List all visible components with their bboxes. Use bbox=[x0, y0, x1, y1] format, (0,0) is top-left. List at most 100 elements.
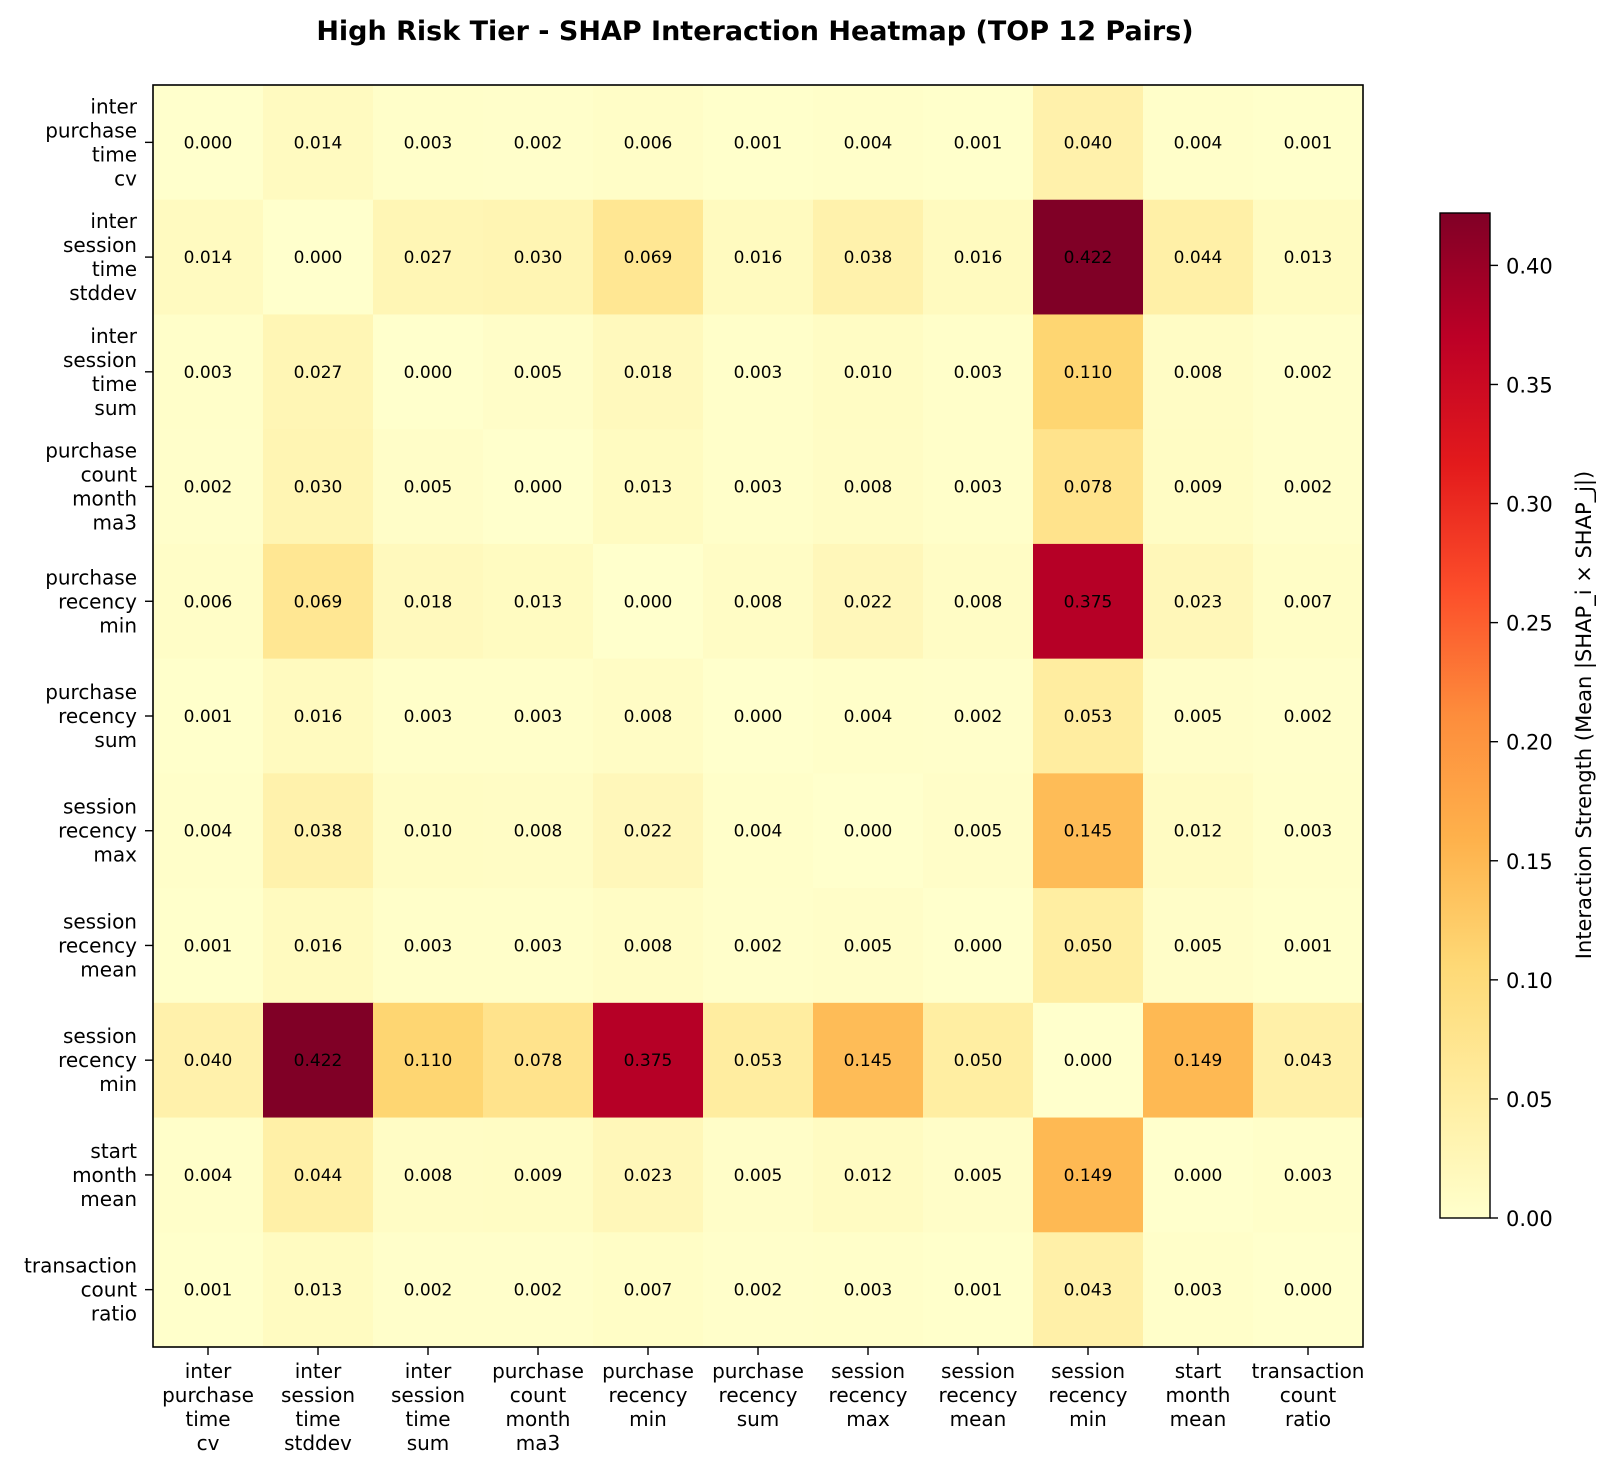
cell-value-label: 0.149 bbox=[1174, 1051, 1223, 1071]
heatmap-cell bbox=[483, 314, 594, 430]
cell-value-label: 0.013 bbox=[624, 478, 673, 498]
heatmap-cell bbox=[1253, 1232, 1364, 1348]
x-tick-label: purchase recency min bbox=[602, 1359, 694, 1431]
cell-value-label: 0.023 bbox=[624, 1166, 673, 1186]
heatmap-cell bbox=[1253, 773, 1364, 889]
heatmap-cell bbox=[373, 658, 484, 774]
cell-value-label: 0.002 bbox=[404, 1281, 453, 1301]
heatmap-cell bbox=[813, 773, 924, 889]
colorbar-tick-label: 0.05 bbox=[1506, 1088, 1553, 1112]
heatmap-cell bbox=[923, 1117, 1034, 1233]
heatmap-cell bbox=[813, 888, 924, 1004]
heatmap-cell bbox=[153, 199, 264, 316]
heatmap-cell bbox=[483, 773, 594, 889]
heatmap-cell bbox=[153, 85, 264, 201]
heatmap-cell bbox=[153, 1117, 264, 1233]
cell-value-label: 0.010 bbox=[404, 822, 453, 842]
cell-value-label: 0.000 bbox=[294, 248, 343, 268]
heatmap-cell bbox=[153, 429, 264, 545]
heatmap-cell bbox=[703, 199, 814, 316]
heatmap-cell bbox=[703, 773, 814, 889]
heatmap-cell bbox=[813, 429, 924, 545]
cell-value-label: 0.022 bbox=[844, 592, 893, 612]
cell-value-label: 0.002 bbox=[734, 1281, 783, 1301]
heatmap-cell bbox=[1143, 658, 1254, 774]
heatmap-cell bbox=[483, 1232, 594, 1348]
cell-value-label: 0.003 bbox=[184, 363, 233, 383]
cell-value-label: 0.000 bbox=[1174, 1166, 1223, 1186]
heatmap-cell bbox=[1033, 314, 1144, 430]
cell-value-label: 0.004 bbox=[844, 707, 893, 727]
heatmap-cell bbox=[593, 1117, 704, 1233]
heatmap-cell bbox=[703, 888, 814, 1004]
cell-value-label: 0.003 bbox=[404, 707, 453, 727]
cell-value-label: 0.069 bbox=[294, 592, 343, 612]
cell-value-label: 0.014 bbox=[184, 248, 233, 268]
x-tick-label: session recency mean bbox=[939, 1359, 1018, 1431]
heatmap-cell bbox=[373, 773, 484, 889]
heatmap-cell bbox=[153, 543, 264, 660]
heatmap-cell bbox=[1143, 1232, 1254, 1348]
cell-value-label: 0.149 bbox=[1064, 1166, 1113, 1186]
heatmap-cell bbox=[1033, 429, 1144, 545]
cell-value-label: 0.002 bbox=[954, 707, 1003, 727]
colorbar-tick-label: 0.00 bbox=[1506, 1207, 1553, 1231]
cell-value-label: 0.005 bbox=[1174, 707, 1223, 727]
heatmap-cell bbox=[483, 543, 594, 660]
heatmap-cell bbox=[373, 1232, 484, 1348]
heatmap-cell bbox=[1143, 85, 1254, 201]
heatmap-cell bbox=[923, 314, 1034, 430]
colorbar-ticks: 0.00 0.05 0.10 0.15 0.20 0.25 0.30 0.35 0.40 bbox=[1490, 254, 1553, 1231]
heatmap-cell bbox=[1143, 314, 1254, 430]
cell-value-label: 0.000 bbox=[184, 133, 233, 153]
cell-value-label: 0.044 bbox=[294, 1166, 343, 1186]
heatmap-cell bbox=[153, 314, 264, 430]
cell-value-label: 0.018 bbox=[404, 592, 453, 612]
heatmap-cell bbox=[703, 1232, 814, 1348]
cell-value-label: 0.008 bbox=[624, 707, 673, 727]
heatmap-cell bbox=[1143, 773, 1254, 889]
heatmap-cell bbox=[153, 1002, 264, 1119]
heatmap-cell bbox=[483, 1002, 594, 1119]
heatmap-cell bbox=[263, 199, 374, 316]
cell-value-label: 0.005 bbox=[954, 1166, 1003, 1186]
heatmap-cell bbox=[263, 543, 374, 660]
y-tick-label: session recency min bbox=[58, 1024, 137, 1096]
cell-value-label: 0.005 bbox=[844, 936, 893, 956]
cell-value-label: 0.003 bbox=[1284, 822, 1333, 842]
heatmap-cell bbox=[1253, 199, 1364, 316]
cell-value-label: 0.002 bbox=[514, 1281, 563, 1301]
cell-value-label: 0.010 bbox=[844, 363, 893, 383]
cell-value-label: 0.004 bbox=[734, 822, 783, 842]
cell-value-label: 0.005 bbox=[954, 822, 1003, 842]
cell-value-label: 0.004 bbox=[1174, 133, 1223, 153]
heatmap-cell bbox=[263, 85, 374, 201]
cell-value-label: 0.022 bbox=[624, 822, 673, 842]
cell-value-label: 0.001 bbox=[184, 707, 233, 727]
heatmap-cell bbox=[923, 888, 1034, 1004]
x-tick-label: inter session time sum bbox=[391, 1359, 465, 1455]
x-tick-label: session recency max bbox=[829, 1359, 908, 1431]
cell-value-label: 0.053 bbox=[1064, 707, 1113, 727]
heatmap-cell bbox=[703, 1002, 814, 1119]
cell-value-label: 0.003 bbox=[514, 707, 563, 727]
cell-value-label: 0.110 bbox=[1064, 363, 1113, 383]
heatmap-cell bbox=[593, 1232, 704, 1348]
heatmap-cell bbox=[703, 543, 814, 660]
cell-value-label: 0.145 bbox=[1064, 822, 1113, 842]
heatmap-cells bbox=[153, 85, 1364, 1348]
heatmap-cell bbox=[373, 85, 484, 201]
heatmap-cell bbox=[373, 543, 484, 660]
heatmap-cell bbox=[813, 658, 924, 774]
heatmap-cell bbox=[1033, 773, 1144, 889]
cell-value-label: 0.000 bbox=[734, 707, 783, 727]
colorbar-tick-label: 0.10 bbox=[1506, 969, 1553, 993]
cell-value-label: 0.027 bbox=[294, 363, 343, 383]
heatmap-cell bbox=[923, 85, 1034, 201]
cell-value-label: 0.016 bbox=[954, 248, 1003, 268]
cell-value-label: 0.004 bbox=[844, 133, 893, 153]
heatmap-cell bbox=[153, 658, 264, 774]
heatmap-cell bbox=[263, 314, 374, 430]
cell-value-label: 0.000 bbox=[514, 478, 563, 498]
cell-value-label: 0.000 bbox=[404, 363, 453, 383]
